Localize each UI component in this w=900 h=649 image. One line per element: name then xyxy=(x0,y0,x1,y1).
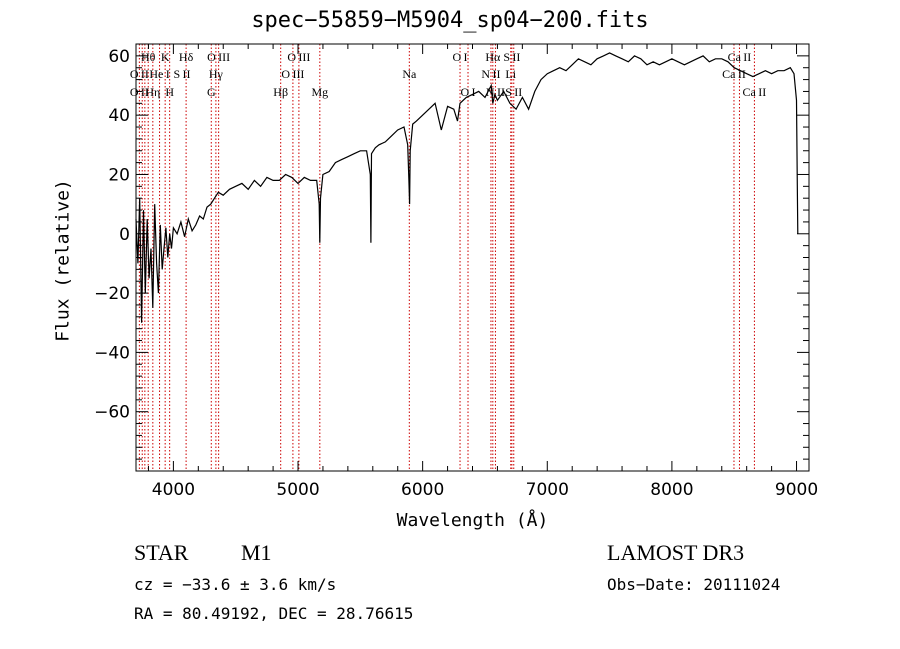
object-class: STAR xyxy=(134,540,189,565)
survey-name: LAMOST DR3 xyxy=(607,540,745,565)
spectral-line-label: G xyxy=(207,85,216,99)
spectral-line-label: Li xyxy=(505,67,516,81)
axis-ticks xyxy=(136,43,809,471)
spectral-line-label: Hβ xyxy=(273,85,288,99)
y-tick-label: −20 xyxy=(94,284,130,304)
x-tick-label: 4000 xyxy=(152,480,195,500)
spectral-line-label: Hθ xyxy=(141,50,156,64)
spectral-line-markers xyxy=(138,44,755,471)
spectral-line-label: K xyxy=(161,50,170,64)
spectral-line-label: Hγ xyxy=(209,67,224,81)
y-axis-label: Flux (relative) xyxy=(52,179,74,342)
x-tick-label: 9000 xyxy=(775,480,818,500)
spectral-line-label: H xyxy=(165,85,174,99)
chart-title: spec−55859−M5904_sp04−200.fits xyxy=(251,8,649,33)
spectral-line-label: S II xyxy=(505,85,522,99)
spectral-line-label: O III xyxy=(287,50,310,64)
y-tick-label: 60 xyxy=(108,47,130,67)
spectral-line-label: Mg xyxy=(311,85,328,99)
spectral-line-label: Ca II xyxy=(728,50,752,64)
spectral-line-label: He I xyxy=(149,67,169,81)
y-tick-label: 0 xyxy=(119,225,130,245)
x-axis-label: Wavelength (Å) xyxy=(396,510,549,531)
obs-date-text: Obs−Date: 20111024 xyxy=(607,575,781,594)
flux-series-line xyxy=(135,52,799,323)
spectral-line-label: O III xyxy=(207,50,230,64)
y-tick-label: 40 xyxy=(108,106,130,126)
x-tick-label: 7000 xyxy=(526,480,569,500)
spectral-line-label: Hα xyxy=(485,50,501,64)
spectral-line-labels: O II O II Hθ Hη He I K H S II Hδ O III Hγ G Hβ O III O… xyxy=(130,50,766,99)
x-tick-labels: 4000 5000 6000 7000 8000 9000 xyxy=(152,480,818,500)
spectral-line-label: Na xyxy=(402,67,417,81)
spectral-line-label: Ca II xyxy=(722,67,746,81)
spectral-line-label: S II xyxy=(173,67,190,81)
plot-frame xyxy=(135,43,810,472)
spectral-line-label: S II xyxy=(503,50,520,64)
spectral-line-label: O I xyxy=(460,85,475,99)
x-tick-label: 5000 xyxy=(276,480,319,500)
spectral-line-label: N II xyxy=(481,67,500,81)
y-tick-label: −60 xyxy=(94,403,130,423)
coordinates-text: RA = 80.49192, DEC = 28.76615 xyxy=(134,604,414,623)
spectral-line-label: O II xyxy=(130,85,149,99)
x-tick-label: 8000 xyxy=(650,480,693,500)
y-tick-label: 20 xyxy=(108,165,130,185)
redshift-text: cz = −33.6 ± 3.6 km/s xyxy=(134,575,337,594)
object-subclass: M1 xyxy=(241,540,272,565)
x-tick-label: 6000 xyxy=(401,480,444,500)
spectral-line-label: N II xyxy=(486,85,505,99)
spectral-line-label: O II xyxy=(130,67,149,81)
spectral-line-label: Ca II xyxy=(743,85,767,99)
y-tick-labels: −60 −40 −20 0 20 40 60 xyxy=(94,47,130,423)
spectral-line-label: O I xyxy=(452,50,467,64)
spectral-line-label: Hδ xyxy=(179,50,194,64)
spectral-line-label: O III xyxy=(281,67,304,81)
spectral-line-label: Hη xyxy=(145,85,160,99)
y-tick-label: −40 xyxy=(94,343,130,363)
